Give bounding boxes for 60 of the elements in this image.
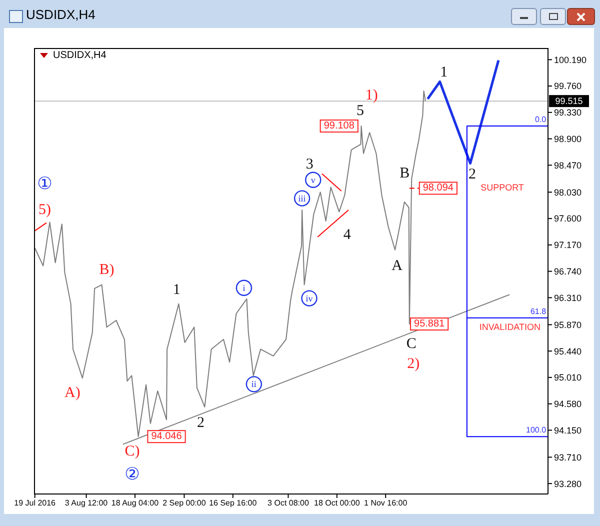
annotation: 5	[356, 103, 364, 120]
annotation: SUPPORT	[480, 182, 524, 192]
y-tick-label: 93.280	[554, 478, 582, 489]
annotation: 1	[172, 282, 180, 298]
annotation: B	[400, 166, 410, 182]
y-tick-label: 95.870	[554, 320, 582, 330]
annotation: 95.881	[414, 318, 446, 330]
x-tick-label: 3 Oct 08:00	[268, 498, 310, 508]
annotation: 1	[440, 64, 448, 81]
y-tick-label: 96.740	[554, 266, 582, 276]
ref-line-label: 99.515	[555, 96, 583, 106]
y-tick-label: 95.010	[554, 372, 582, 383]
y-tick-label: 94.580	[554, 399, 582, 410]
y-tick-label: 99.760	[554, 81, 582, 92]
x-tick-label: 19 Jul 2016	[14, 498, 56, 508]
x-tick-label: 1 Nov 16:00	[364, 498, 408, 508]
y-tick-label: 98.470	[554, 160, 582, 170]
annotation: 4	[343, 226, 352, 243]
annotation: ②	[124, 464, 140, 485]
x-tick-label: 18 Aug 04:00	[111, 498, 160, 508]
y-tick-label: 99.330	[554, 108, 582, 118]
x-tick-label: 3 Aug 12:00	[64, 498, 108, 508]
annotation: iii	[298, 193, 306, 204]
annotation: 5)	[38, 202, 52, 218]
annotation: 2)	[407, 356, 420, 372]
x-tick-label: 16 Sep 16:00	[209, 498, 258, 508]
y-tick-label: 95.440	[554, 346, 582, 356]
annotation: 2	[196, 414, 204, 431]
annotation: i	[242, 282, 246, 293]
annotation: 98.094	[422, 182, 454, 194]
annotation: 61.8	[530, 306, 547, 316]
annotation: 0.0	[534, 115, 547, 124]
annotation: ①	[37, 174, 52, 194]
y-tick-label: 98.900	[554, 134, 582, 144]
annotation: A)	[64, 385, 80, 402]
y-tick-label: 97.600	[554, 214, 582, 224]
annotation: 2	[468, 166, 476, 182]
y-tick-label: 100.190	[554, 54, 587, 65]
annotation: C	[406, 336, 416, 352]
y-tick-label: 96.310	[554, 292, 582, 303]
y-tick-label: 94.150	[554, 425, 582, 436]
y-tick-label: 97.170	[554, 240, 582, 250]
annotation: 94.046	[151, 431, 182, 442]
chart-subtitle: USDIDX,H4	[53, 50, 106, 61]
chart-title: USDIDX,H4	[26, 7, 96, 22]
annotation: iv	[306, 293, 314, 304]
annotation: 100.0	[526, 426, 547, 435]
annotation: v	[310, 174, 316, 185]
annotation: 1)	[365, 88, 378, 104]
annotation: C)	[124, 444, 140, 460]
annotation: B)	[99, 262, 114, 278]
annotation: A	[392, 258, 403, 274]
annotation: ii	[251, 379, 257, 390]
annotation: INVALIDATION	[479, 322, 541, 332]
y-tick-label: 93.710	[554, 452, 582, 462]
annotation: 3	[306, 156, 314, 172]
annotation: 99.108	[324, 120, 355, 132]
x-tick-label: 2 Sep 00:00	[162, 498, 206, 508]
y-tick-label: 98.030	[554, 187, 582, 198]
x-tick-label: 18 Oct 00:00	[314, 498, 360, 508]
